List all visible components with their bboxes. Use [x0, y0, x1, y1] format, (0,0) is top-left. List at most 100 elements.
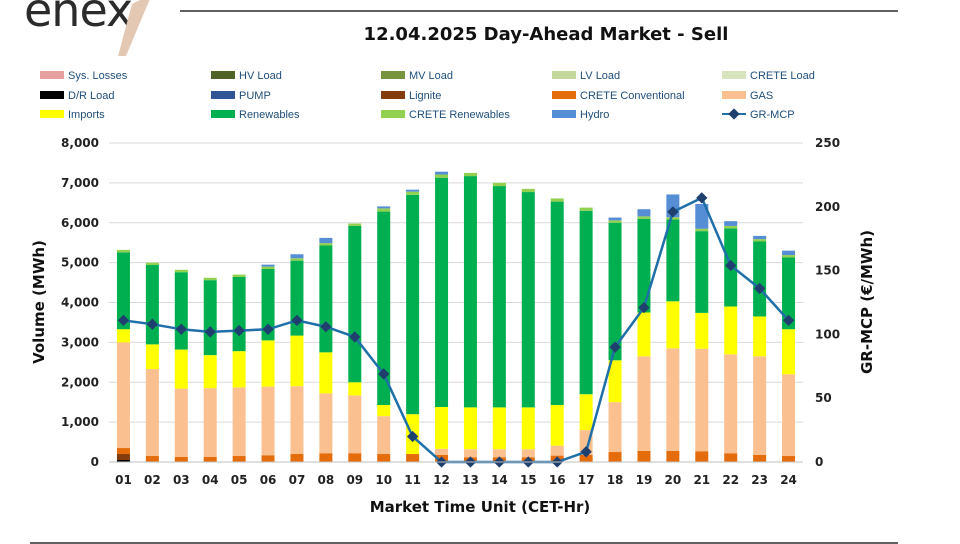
legend-label: Lignite — [409, 90, 441, 102]
bar-gas-05 — [232, 387, 246, 457]
bar-stack-08 — [319, 237, 333, 462]
bar-gas-02 — [145, 369, 159, 457]
mcp-point-20 — [667, 206, 679, 218]
bar-crete-renewables-09 — [348, 223, 362, 226]
stacked-bars — [116, 171, 796, 462]
legend-item-sys-losses: Sys. Losses — [40, 70, 128, 82]
bar-stack-11 — [406, 189, 420, 462]
bar-crete-renewables-17 — [579, 207, 593, 211]
y-tick-label: 2,000 — [61, 375, 99, 389]
bar-imports-06 — [261, 340, 275, 387]
x-tick-label: 17 — [578, 473, 595, 487]
legend-label: CRETE Renewables — [409, 109, 510, 121]
bar-stack-20 — [666, 194, 680, 462]
bar-imports-23 — [753, 316, 767, 357]
bar-stack-12 — [435, 171, 449, 462]
bar-gas-21 — [695, 348, 709, 452]
bar-crete-conventional-04 — [203, 456, 217, 462]
legend-swatch — [40, 71, 64, 79]
bar-imports-15 — [521, 407, 535, 450]
x-tick-label: 13 — [462, 473, 479, 487]
bar-imports-17 — [579, 394, 593, 431]
bar-imports-22 — [724, 306, 738, 355]
bar-imports-07 — [290, 335, 304, 387]
bar-hydro-23 — [753, 235, 767, 240]
y-tick-label: 8,000 — [61, 136, 99, 150]
bar-renewables-02 — [145, 265, 159, 345]
legend-label: HV Load — [239, 70, 282, 82]
y-tick-label: 6,000 — [61, 216, 99, 230]
legend-item-crete-conventional: CRETE Conventional — [552, 90, 685, 102]
legend-item-hydro: Hydro — [552, 109, 609, 121]
bar-gas-15 — [521, 449, 535, 458]
mcp-point-09 — [349, 331, 361, 343]
y2-tick-label: 200 — [815, 200, 840, 214]
bar-hydro-19 — [637, 209, 651, 217]
mcp-point-05 — [233, 324, 245, 337]
y-tick-label: 0 — [91, 455, 99, 469]
mcp-point-11 — [406, 430, 419, 443]
bar-renewables-07 — [290, 260, 304, 336]
bar-stack-03 — [174, 269, 188, 462]
bar-stack-18 — [608, 217, 622, 462]
bar-imports-21 — [695, 312, 709, 349]
legend-label: GR-MCP — [750, 109, 795, 121]
legend-label: LV Load — [580, 70, 620, 82]
bar-gas-06 — [261, 386, 275, 456]
bar-stack-17 — [579, 207, 593, 462]
y-tick-label: 1,000 — [61, 415, 99, 429]
logo-accent-stroke — [118, 0, 150, 56]
legend-item-lv-load: LV Load — [552, 70, 620, 82]
bar-stack-16 — [550, 198, 564, 462]
legend-label: CRETE Load — [750, 70, 815, 82]
legend-label: Renewables — [239, 109, 300, 121]
x-tick-label: 19 — [636, 473, 653, 487]
legend: Sys. Losses HV Load MV Load LV Load CRETE Lo… — [40, 70, 815, 121]
mcp-point-02 — [146, 318, 159, 330]
bar-stack-09 — [348, 223, 362, 462]
bar-stack-07 — [290, 254, 304, 462]
bar-stack-06 — [261, 264, 275, 462]
bar-gas-20 — [666, 348, 680, 451]
bar-gas-22 — [724, 354, 738, 454]
bar-imports-19 — [637, 312, 651, 357]
mcp-point-10 — [378, 368, 390, 380]
bar-lignite-01 — [116, 454, 130, 461]
y-tick-label: 4,000 — [61, 296, 99, 310]
bar-crete-conventional-08 — [319, 453, 333, 462]
bar-hydro-24 — [782, 250, 796, 256]
bar-crete-renewables-07 — [290, 258, 304, 261]
x-tick-label: 20 — [665, 473, 682, 487]
bar-imports-05 — [232, 351, 246, 388]
right-y-axis: 0 50 100 150 200 250 — [815, 136, 840, 469]
x-tick-label: 23 — [751, 473, 768, 487]
x-tick-label: 21 — [693, 473, 710, 487]
mcp-point-03 — [175, 323, 187, 335]
bar-crete-renewables-06 — [261, 266, 275, 270]
bar-gas-18 — [608, 402, 622, 453]
legend-item-crete-renewables: CRETE Renewables — [381, 109, 510, 121]
x-tick-label: 04 — [202, 473, 219, 487]
y-tick-label: 5,000 — [61, 256, 99, 270]
bar-gas-04 — [203, 388, 217, 457]
bar-renewables-11 — [406, 194, 420, 415]
bar-gas-24 — [782, 374, 796, 457]
legend-swatch — [552, 91, 576, 99]
logo-brand-text: enex — [24, 0, 132, 37]
legend-item-imports: Imports — [40, 109, 105, 121]
legend-label: Imports — [68, 109, 105, 121]
bar-imports-08 — [319, 352, 333, 394]
bar-renewables-16 — [550, 201, 564, 405]
y-tick-label: 7,000 — [61, 176, 99, 190]
legend-label: PUMP — [239, 90, 271, 102]
bar-renewables-10 — [377, 211, 391, 405]
bar-renewables-23 — [753, 241, 767, 317]
bar-hydro-07 — [290, 254, 304, 259]
x-tick-label: 03 — [173, 473, 190, 487]
bar-stack-04 — [203, 277, 217, 462]
legend-label: D/R Load — [68, 90, 114, 102]
y2-tick-label: 100 — [815, 327, 840, 341]
bar-stack-21 — [695, 204, 709, 462]
bar-renewables-13 — [463, 176, 477, 408]
y2-tick-label: 0 — [815, 455, 823, 469]
